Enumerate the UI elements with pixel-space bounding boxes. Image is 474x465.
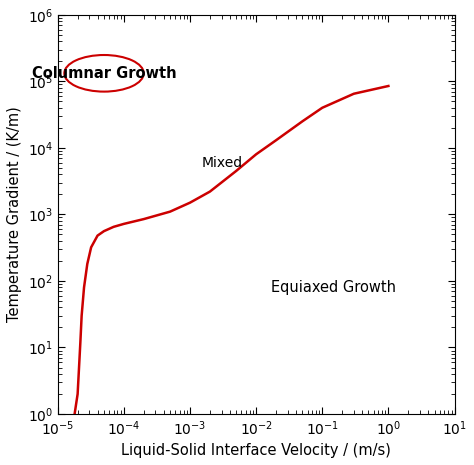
X-axis label: Liquid-Solid Interface Velocity / (m/s): Liquid-Solid Interface Velocity / (m/s): [121, 443, 391, 458]
Y-axis label: Temperature Gradient / (K/m): Temperature Gradient / (K/m): [7, 106, 22, 322]
Text: Columnar Growth: Columnar Growth: [32, 66, 176, 81]
Text: Mixed: Mixed: [201, 156, 243, 170]
Text: Equiaxed Growth: Equiaxed Growth: [272, 280, 396, 295]
